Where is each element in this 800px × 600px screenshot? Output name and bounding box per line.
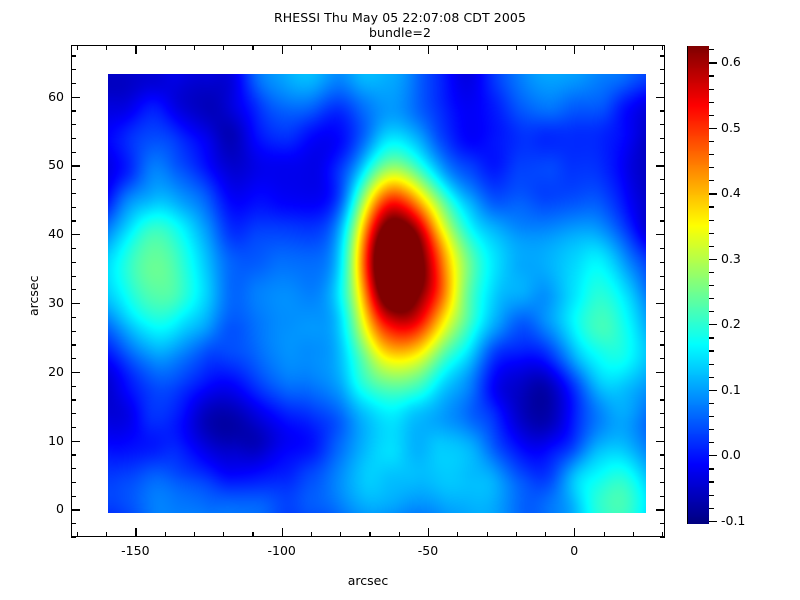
- x-tick-label: -100: [267, 543, 296, 558]
- colorbar-tick-label: -0.1: [721, 512, 746, 528]
- y-tick-label: 20: [48, 363, 64, 379]
- y-tick-label: 50: [48, 157, 64, 173]
- colorbar-tick-minor: [709, 311, 714, 313]
- colorbar-tick-major: [709, 258, 717, 260]
- colorbar-tick-minor: [709, 350, 714, 352]
- colorbar-tick-major: [709, 389, 717, 391]
- y-tick-label: 60: [48, 88, 64, 104]
- heatmap-image: [108, 74, 646, 513]
- colorbar-tick-major: [709, 455, 717, 457]
- colorbar-tick-minor: [709, 219, 714, 221]
- y-tick-label: 10: [48, 432, 64, 448]
- colorbar-gradient: [688, 46, 709, 524]
- colorbar-tick-minor: [709, 363, 714, 365]
- x-tick-label: -50: [417, 543, 439, 558]
- colorbar-tick-minor: [709, 101, 714, 103]
- y-tick-label: 40: [48, 226, 64, 242]
- colorbar-tick-minor: [709, 481, 714, 483]
- colorbar-tick-minor: [709, 442, 714, 444]
- colorbar-frame: [688, 46, 709, 524]
- colorbar-tick-label: 0.6: [721, 54, 741, 70]
- colorbar-tick-label: 0.0: [721, 447, 741, 463]
- colorbar-tick-minor: [709, 167, 714, 169]
- colorbar-tick-major: [709, 324, 717, 326]
- colorbar-tick-major: [709, 193, 717, 195]
- colorbar-tick-minor: [709, 415, 714, 418]
- y-tick-minor-right: [660, 537, 665, 539]
- figure-title-block: RHESSI Thu May 05 22:07:08 CDT 2005 bund…: [0, 10, 800, 40]
- colorbar-tick-label: 0.3: [721, 250, 741, 266]
- x-tick-label: 0: [570, 543, 579, 558]
- y-axis-label: arcsec: [26, 275, 41, 316]
- colorbar-tick-minor: [709, 507, 714, 509]
- y-tick-label: 0: [56, 501, 64, 517]
- colorbar-tick-major: [709, 520, 717, 522]
- colorbar-tick-minor: [709, 140, 714, 143]
- colorbar-tick-minor: [709, 468, 714, 470]
- colorbar-tick-minor: [709, 49, 714, 51]
- colorbar-tick-label: 0.4: [721, 185, 741, 201]
- colorbar-tick-label: 0.1: [721, 381, 741, 397]
- colorbar-tick-minor: [709, 154, 714, 156]
- colorbar-tick-minor: [709, 271, 714, 274]
- colorbar-tick-minor: [709, 232, 714, 234]
- colorbar-tick-minor: [709, 88, 714, 90]
- colorbar-tick-label: 0.5: [721, 119, 741, 135]
- colorbar-tick-minor: [709, 180, 714, 182]
- y-tick-minor: [71, 537, 76, 539]
- colorbar-tick-minor: [709, 337, 714, 339]
- figure-title: RHESSI Thu May 05 22:07:08 CDT 2005: [273, 10, 527, 25]
- colorbar-tick-minor: [709, 114, 714, 116]
- colorbar-tick-minor: [709, 494, 714, 496]
- colorbar-tick-label: 0.2: [721, 316, 741, 332]
- colorbar-tick-minor: [709, 285, 714, 287]
- colorbar-tick-minor: [709, 206, 714, 208]
- colorbar-tick-minor: [709, 376, 714, 378]
- colorbar-tick-major: [709, 127, 717, 130]
- figure-subtitle: bundle=2: [368, 25, 432, 40]
- x-tick-label: -150: [121, 543, 150, 558]
- x-axis-label: arcsec: [347, 573, 389, 588]
- colorbar-tick-minor: [709, 245, 714, 247]
- colorbar-tick-minor: [709, 298, 714, 300]
- colorbar-tick-minor: [709, 402, 714, 405]
- colorbar-tick-major: [709, 62, 717, 64]
- colorbar-tick-minor: [709, 429, 714, 431]
- colorbar-tick-minor: [709, 75, 714, 77]
